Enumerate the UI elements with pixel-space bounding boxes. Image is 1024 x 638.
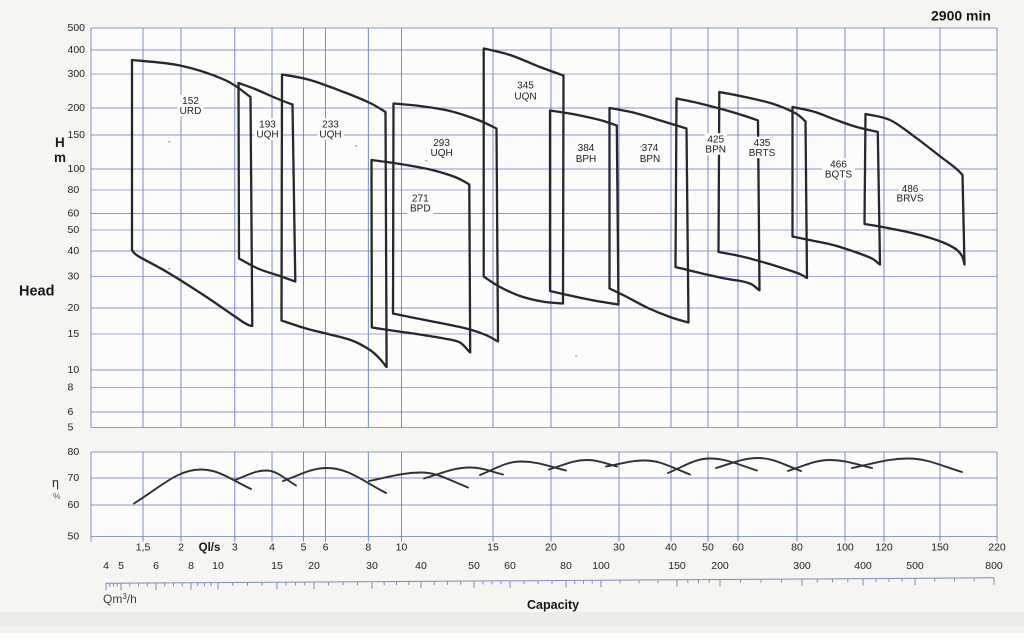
svg-text:BPH: BPH bbox=[576, 154, 597, 165]
svg-text:Capacity: Capacity bbox=[527, 598, 579, 612]
svg-text:Ql/s: Ql/s bbox=[199, 542, 221, 554]
svg-text:200: 200 bbox=[68, 102, 86, 114]
svg-text:15: 15 bbox=[271, 560, 283, 572]
svg-text:120: 120 bbox=[875, 542, 893, 554]
svg-text:345: 345 bbox=[517, 81, 534, 92]
svg-text:300: 300 bbox=[793, 560, 811, 572]
svg-text:150: 150 bbox=[68, 129, 86, 141]
svg-text:1,5: 1,5 bbox=[136, 542, 151, 554]
svg-text:100: 100 bbox=[592, 560, 610, 572]
svg-text:40: 40 bbox=[665, 542, 677, 554]
svg-text:5: 5 bbox=[118, 560, 124, 572]
svg-text:20: 20 bbox=[308, 560, 320, 572]
svg-text:400: 400 bbox=[68, 44, 86, 56]
svg-text:URD: URD bbox=[180, 106, 202, 117]
svg-text:%: % bbox=[53, 491, 61, 501]
svg-text:60: 60 bbox=[68, 499, 80, 511]
svg-text:8: 8 bbox=[68, 382, 74, 394]
svg-text:2: 2 bbox=[178, 542, 184, 554]
svg-text:BRTS: BRTS bbox=[749, 148, 776, 159]
svg-text:10: 10 bbox=[212, 560, 224, 572]
svg-text:40: 40 bbox=[68, 245, 80, 257]
svg-text:2900 min: 2900 min bbox=[931, 8, 991, 24]
svg-text:η: η bbox=[52, 476, 59, 490]
svg-text:30: 30 bbox=[366, 560, 378, 572]
svg-text:500: 500 bbox=[68, 22, 86, 34]
svg-text:BRVS: BRVS bbox=[896, 194, 923, 205]
svg-text:60: 60 bbox=[504, 560, 516, 572]
svg-text:500: 500 bbox=[906, 560, 924, 572]
svg-text:4: 4 bbox=[103, 560, 109, 572]
svg-text:80: 80 bbox=[68, 446, 80, 458]
svg-text:800: 800 bbox=[985, 560, 1003, 572]
svg-text:70: 70 bbox=[68, 472, 80, 484]
svg-text:425: 425 bbox=[707, 135, 724, 146]
svg-text:15: 15 bbox=[68, 328, 80, 340]
svg-text:6: 6 bbox=[68, 406, 74, 418]
svg-text:UQN: UQN bbox=[514, 92, 536, 103]
svg-text:100: 100 bbox=[836, 542, 854, 554]
svg-text:200: 200 bbox=[711, 560, 729, 572]
svg-text:40: 40 bbox=[415, 560, 427, 572]
svg-text:50: 50 bbox=[68, 224, 80, 236]
svg-text:150: 150 bbox=[668, 560, 686, 572]
svg-text:50: 50 bbox=[468, 560, 480, 572]
svg-text:466: 466 bbox=[830, 159, 847, 170]
svg-text:435: 435 bbox=[754, 138, 771, 149]
svg-text:15: 15 bbox=[487, 542, 499, 554]
svg-text:H: H bbox=[55, 135, 65, 150]
svg-text:400: 400 bbox=[854, 560, 872, 572]
svg-text:152: 152 bbox=[182, 96, 199, 107]
svg-text:50: 50 bbox=[702, 542, 714, 554]
svg-text:8: 8 bbox=[188, 560, 194, 572]
svg-text:293: 293 bbox=[433, 138, 450, 149]
svg-text:384: 384 bbox=[578, 143, 595, 154]
svg-text:220: 220 bbox=[988, 542, 1006, 554]
svg-text:30: 30 bbox=[68, 271, 80, 283]
svg-text:20: 20 bbox=[545, 542, 557, 554]
svg-text:60: 60 bbox=[732, 542, 744, 554]
svg-text:50: 50 bbox=[68, 531, 80, 543]
svg-text:4: 4 bbox=[269, 542, 275, 554]
svg-text:80: 80 bbox=[560, 560, 572, 572]
svg-text:80: 80 bbox=[791, 542, 803, 554]
svg-text:8: 8 bbox=[365, 542, 371, 554]
svg-text:10: 10 bbox=[396, 542, 408, 554]
svg-text:Head: Head bbox=[19, 284, 54, 300]
svg-text:5: 5 bbox=[68, 422, 74, 434]
svg-text:486: 486 bbox=[902, 184, 919, 195]
svg-text:60: 60 bbox=[68, 208, 80, 220]
svg-text:30: 30 bbox=[613, 542, 625, 554]
svg-text:Qm3/h: Qm3/h bbox=[103, 592, 137, 606]
svg-text:BPD: BPD bbox=[410, 204, 431, 215]
svg-text:3: 3 bbox=[232, 542, 238, 554]
svg-text:6: 6 bbox=[323, 542, 329, 554]
svg-text:10: 10 bbox=[68, 364, 80, 376]
svg-text:271: 271 bbox=[412, 194, 429, 205]
svg-text:BQTS: BQTS bbox=[825, 170, 853, 181]
svg-text:80: 80 bbox=[68, 184, 80, 196]
svg-text:UQH: UQH bbox=[430, 148, 452, 159]
svg-text:6: 6 bbox=[153, 560, 159, 572]
svg-text:5: 5 bbox=[301, 542, 307, 554]
svg-text:BPN: BPN bbox=[640, 154, 661, 165]
svg-text:100: 100 bbox=[68, 163, 86, 175]
svg-text:UQH: UQH bbox=[256, 130, 278, 141]
svg-text:20: 20 bbox=[68, 302, 80, 314]
svg-text:233: 233 bbox=[322, 120, 339, 131]
svg-text:300: 300 bbox=[68, 68, 86, 80]
svg-text:UQH: UQH bbox=[319, 130, 341, 141]
svg-text:193: 193 bbox=[259, 120, 276, 131]
svg-text:374: 374 bbox=[642, 143, 659, 154]
svg-text:150: 150 bbox=[931, 542, 949, 554]
svg-text:BPN: BPN bbox=[705, 145, 726, 156]
svg-text:m: m bbox=[54, 150, 66, 165]
